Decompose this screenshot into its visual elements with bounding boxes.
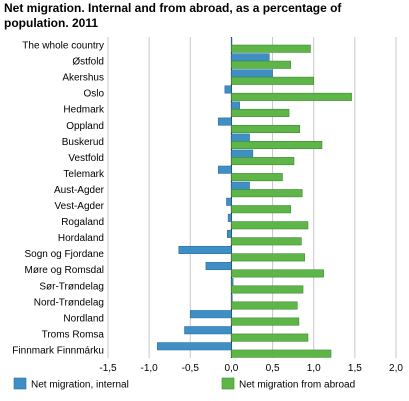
category-label: Oslo: [83, 89, 104, 100]
bar-abroad: [231, 301, 298, 310]
bar-abroad: [231, 285, 304, 294]
bar-internal: [231, 53, 270, 62]
bar-internal: [224, 85, 232, 94]
bar-internal: [226, 197, 232, 206]
bar-abroad: [231, 269, 324, 278]
category-label: Vestfold: [68, 153, 104, 164]
bar-abroad: [231, 124, 301, 133]
bar-abroad: [231, 92, 352, 101]
bar-internal: [205, 262, 232, 271]
bar-internal: [157, 342, 232, 351]
category-label: Oppland: [66, 121, 104, 132]
bar-abroad: [231, 76, 315, 85]
bar-internal: [217, 165, 232, 174]
chart-title: Net migration. Internal and from abroad,…: [4, 1, 342, 30]
bar-abroad: [231, 173, 283, 182]
x-tick-label: 1,0: [307, 363, 321, 374]
bar-abroad: [231, 221, 309, 230]
category-label: Hordaland: [58, 233, 104, 244]
bar-internal: [231, 133, 250, 142]
bar-abroad: [231, 44, 311, 53]
category-label: Møre og Romsdal: [25, 265, 104, 276]
category-label: Buskerud: [62, 137, 104, 148]
x-tick-label: 2,0: [389, 363, 403, 374]
x-tick-label: -1,5: [99, 363, 117, 374]
category-label: Rogaland: [61, 217, 104, 228]
bar-internal: [231, 294, 233, 303]
bar-abroad: [231, 237, 302, 246]
x-tick-label: -0,5: [182, 363, 200, 374]
bar-internal: [231, 278, 234, 287]
category-label: Finnmark Finnmárku: [12, 345, 104, 356]
bar-abroad: [231, 60, 291, 69]
category-label: Nord-Trøndelag: [34, 297, 104, 308]
bar-internal: [231, 101, 240, 110]
x-tick-label: 1,5: [348, 363, 362, 374]
category-label: Aust-Agder: [54, 185, 105, 196]
category-label: Telemark: [63, 169, 105, 180]
bar-abroad: [231, 141, 323, 150]
legend-internal-swatch: [13, 377, 27, 390]
bar-internal: [231, 149, 254, 158]
category-label: Sør-Trøndelag: [39, 281, 104, 292]
bar-abroad: [231, 333, 309, 342]
bar-internal: [231, 37, 233, 46]
bar-internal: [227, 229, 232, 238]
bar-abroad: [231, 189, 303, 198]
category-label: Hedmark: [63, 105, 105, 116]
x-tick-label: -1,0: [141, 363, 159, 374]
category-label: Nordland: [63, 313, 104, 324]
bar-abroad: [231, 108, 290, 117]
bar-internal: [178, 245, 232, 254]
category-label: Sogn og Fjordane: [24, 249, 104, 260]
bar-internal: [231, 181, 250, 190]
category-label: The whole country: [22, 41, 104, 52]
category-label: Vest-Agder: [55, 201, 105, 212]
bar-abroad: [231, 317, 300, 326]
bar-internal: [189, 310, 232, 319]
category-label: Akershus: [62, 73, 104, 84]
bar-internal: [231, 69, 273, 78]
bar-abroad: [231, 205, 291, 214]
plot-area: [108, 37, 396, 358]
bar-abroad: [231, 349, 332, 358]
bar-abroad: [231, 157, 295, 166]
legend-abroad-swatch: [221, 377, 235, 390]
x-tick-label: 0,5: [266, 363, 280, 374]
legend-abroad-label: Net migration from abroad: [239, 380, 355, 391]
legend-internal-label: Net migration, internal: [31, 380, 129, 391]
bar-internal: [217, 117, 232, 126]
x-tick-label: 0,0: [224, 363, 238, 374]
category-label: Østfold: [72, 57, 104, 68]
category-label: Troms Romsa: [42, 329, 105, 340]
bar-internal: [184, 326, 232, 335]
bar-abroad: [231, 253, 305, 262]
bar-internal: [227, 213, 232, 222]
